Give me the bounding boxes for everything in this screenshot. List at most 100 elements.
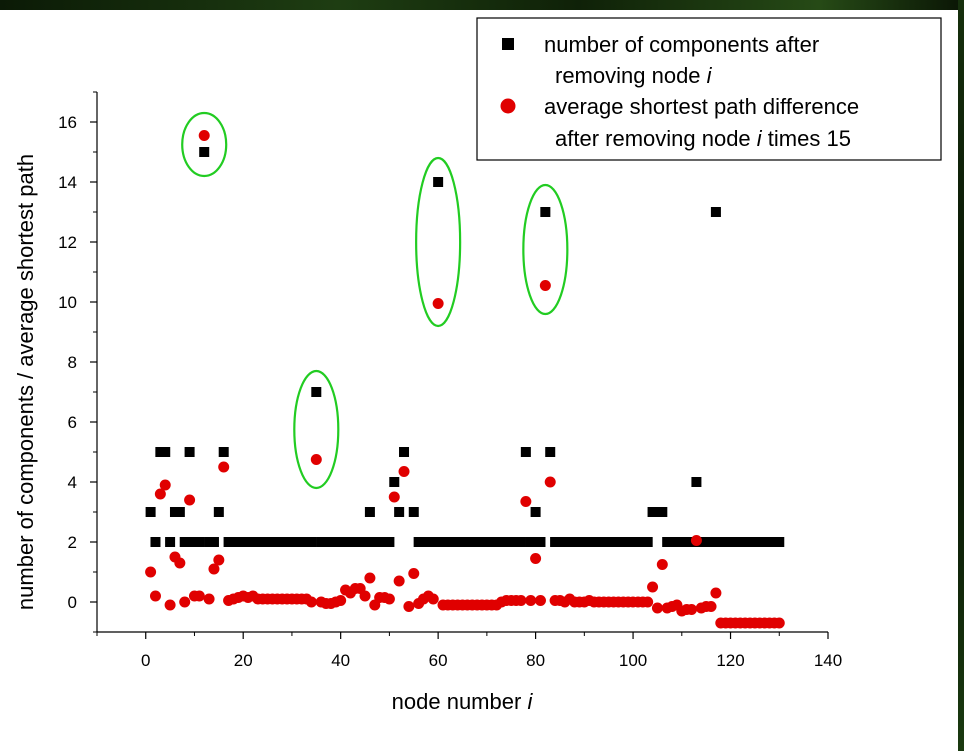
- path-difference-point: [539, 280, 551, 291]
- legend-entry-2-var: i: [757, 126, 763, 151]
- highlight-ellipse: [415, 156, 462, 328]
- path-difference-point: [686, 604, 698, 615]
- y-tick-label: 14: [58, 173, 77, 192]
- component-count-point: [174, 507, 185, 517]
- highlight-ellipse: [181, 111, 228, 178]
- path-difference-point: [179, 596, 191, 608]
- component-count-point: [642, 537, 653, 547]
- component-count-point: [545, 447, 556, 457]
- path-difference-point: [198, 130, 210, 141]
- component-count-point: [515, 537, 526, 547]
- x-tick-label: 140: [814, 651, 842, 670]
- component-count-point: [525, 537, 536, 547]
- y-tick-label: 4: [68, 473, 77, 492]
- path-difference-point: [184, 494, 196, 506]
- legend-entry-2-line-1: average shortest path difference: [544, 94, 859, 119]
- path-difference-point: [642, 596, 654, 608]
- path-difference-point: [515, 595, 527, 606]
- component-count-point: [165, 537, 176, 547]
- path-difference-point: [383, 593, 395, 605]
- component-count-point: [428, 537, 439, 547]
- path-difference-point: [705, 601, 717, 612]
- component-count-point: [311, 387, 322, 397]
- x-tick-label: 60: [429, 651, 448, 670]
- path-difference-point: [159, 479, 171, 491]
- axes: 0 20 40 60 80 100 120 140 0 2 4 6 8 10 12 14 16: [58, 91, 842, 670]
- legend-entry-2-line-2-end: times 15: [762, 126, 851, 151]
- y-tick-label: 8: [68, 353, 77, 372]
- path-difference-point: [432, 298, 444, 309]
- component-count-point: [218, 447, 229, 457]
- path-difference-point: [530, 553, 542, 564]
- y-axis-title: number of components / average shortest …: [13, 154, 38, 610]
- component-count-point: [535, 537, 546, 547]
- component-count-point: [394, 507, 405, 517]
- legend-entry-2-line-2-text: after removing node: [555, 126, 757, 151]
- path-difference-point: [710, 587, 722, 599]
- path-difference-point: [544, 476, 556, 488]
- right-decorative-edge: [958, 0, 964, 751]
- component-count-point: [194, 537, 205, 547]
- highlight-ellipse: [522, 183, 569, 316]
- path-difference-point: [364, 572, 376, 584]
- x-tick-label: 0: [141, 651, 150, 670]
- path-difference-point: [218, 461, 230, 473]
- y-tick-label: 6: [68, 413, 77, 432]
- component-count-point: [691, 477, 702, 487]
- component-count-point: [150, 537, 161, 547]
- path-difference-point: [773, 617, 785, 629]
- legend-entry-1-line-1: number of components after: [544, 32, 819, 57]
- path-difference-point: [335, 595, 347, 606]
- path-difference-point: [656, 559, 668, 570]
- x-tick-label: 100: [619, 651, 647, 670]
- path-difference-point: [525, 595, 537, 606]
- legend-circle-marker: [500, 98, 516, 114]
- component-count-point: [208, 537, 219, 547]
- path-difference-point: [359, 590, 371, 602]
- path-difference-point: [213, 554, 225, 566]
- path-difference-point: [408, 568, 420, 579]
- x-axis-title: node number i: [392, 689, 534, 714]
- y-tick-label: 0: [68, 593, 77, 612]
- path-difference-point: [398, 466, 410, 477]
- top-decorative-band: [0, 0, 964, 10]
- component-count-point: [520, 447, 531, 457]
- component-count-point: [360, 537, 371, 547]
- legend-entry-1-line-2: removing node i: [555, 63, 713, 88]
- x-tick-label: 80: [526, 651, 545, 670]
- legend-box: [476, 17, 942, 161]
- component-count-point: [540, 207, 551, 217]
- component-count-point: [706, 537, 717, 547]
- y-tick-label: 2: [68, 533, 77, 552]
- path-difference-point: [164, 599, 176, 611]
- component-count-point: [213, 507, 224, 517]
- legend-entry-2-line-2: after removing node i times 15: [555, 126, 851, 151]
- path-difference-point: [647, 581, 659, 593]
- legend-entry-1-line-2-text: removing node: [555, 63, 707, 88]
- legend-entry-1-var: i: [707, 63, 713, 88]
- path-difference-point: [310, 454, 322, 465]
- component-count-point: [179, 537, 190, 547]
- path-difference-point: [520, 496, 532, 507]
- component-count-point: [389, 477, 400, 487]
- highlight-ellipse: [293, 369, 340, 490]
- component-count-point: [384, 537, 395, 547]
- x-tick-label: 120: [716, 651, 744, 670]
- component-count-point: [433, 177, 444, 187]
- component-count-point: [657, 507, 668, 517]
- x-tick-label: 40: [331, 651, 350, 670]
- path-difference-point: [534, 595, 546, 606]
- component-count-point: [199, 147, 210, 157]
- component-count-point: [184, 447, 195, 457]
- path-difference-point: [154, 488, 166, 500]
- component-count-point: [145, 507, 156, 517]
- legend-square-marker: [502, 38, 514, 50]
- path-difference-point: [690, 535, 702, 546]
- y-tick-label: 16: [58, 113, 77, 132]
- data-marks: [145, 130, 785, 629]
- path-difference-point: [174, 557, 186, 569]
- y-tick-label: 12: [58, 233, 77, 252]
- component-count-point: [160, 447, 171, 457]
- path-difference-point: [193, 590, 205, 602]
